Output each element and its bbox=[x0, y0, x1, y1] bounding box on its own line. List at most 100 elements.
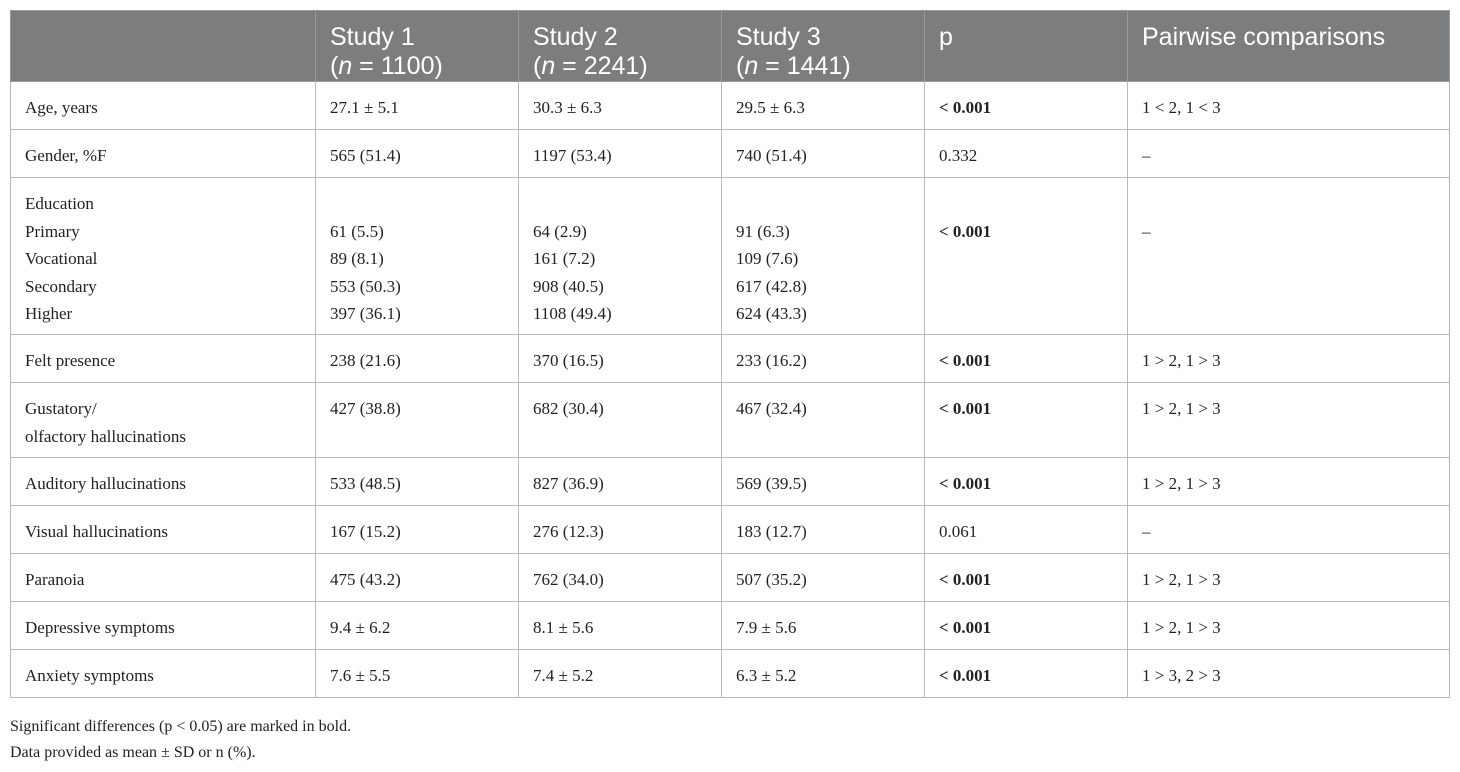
footnote-significance: Significant differences (p < 0.05) are m… bbox=[10, 718, 352, 735]
header-study-3-n-var: n bbox=[744, 52, 759, 80]
header-study-1-n-var: n bbox=[338, 52, 353, 80]
cell-study-2: 64 (2.9) 161 (7.2) 908 (40.5) 1108 (49.4… bbox=[518, 177, 722, 335]
row-label: Gustatory/ olfactory hallucinations bbox=[10, 382, 316, 458]
header-study-1: Study 1 (n = 1100) bbox=[315, 10, 519, 82]
pairwise-value: – bbox=[1142, 221, 1151, 241]
cell-study-2: 30.3 ± 6.3 bbox=[518, 81, 722, 130]
cell-study-2: 276 (12.3) bbox=[518, 505, 722, 554]
cell-p: < 0.001 bbox=[924, 382, 1128, 458]
education-value: 553 (50.3) bbox=[330, 276, 401, 296]
cell-p: < 0.001 bbox=[924, 649, 1128, 698]
cell-study-1: 9.4 ± 6.2 bbox=[315, 601, 519, 650]
cell-study-1: 533 (48.5) bbox=[315, 457, 519, 506]
cell-p: < 0.001 bbox=[924, 553, 1128, 602]
cell-pairwise: 1 > 2, 1 > 3 bbox=[1127, 382, 1450, 458]
row-label-line: Gustatory/ bbox=[25, 399, 97, 418]
cell-p: < 0.001 bbox=[924, 334, 1128, 383]
row-auditory: Auditory hallucinations 533 (48.5) 827 (… bbox=[10, 457, 1450, 506]
header-study-2-n: = 2241) bbox=[555, 52, 648, 80]
education-level-label: Vocational bbox=[25, 249, 98, 268]
row-gender: Gender, %F 565 (51.4) 1197 (53.4) 740 (5… bbox=[10, 129, 1450, 178]
row-label: Felt presence bbox=[10, 334, 316, 383]
education-value: 61 (5.5) bbox=[330, 221, 384, 241]
results-table: Study 1 (n = 1100) Study 2 (n = 2241) Stud… bbox=[10, 10, 1450, 698]
row-education: Education Primary Vocational Secondary H… bbox=[10, 177, 1450, 335]
header-row: Study 1 (n = 1100) Study 2 (n = 2241) Stud… bbox=[10, 10, 1450, 82]
education-heading: Education bbox=[25, 194, 94, 213]
header-study-2-title: Study 2 bbox=[533, 23, 618, 51]
row-label: Depressive symptoms bbox=[10, 601, 316, 650]
header-study-1-title: Study 1 bbox=[330, 23, 415, 51]
header-study-2: Study 2 (n = 2241) bbox=[518, 10, 722, 82]
cell-study-2: 7.4 ± 5.2 bbox=[518, 649, 722, 698]
cell-study-1: 167 (15.2) bbox=[315, 505, 519, 554]
cell-study-1: 61 (5.5) 89 (8.1) 553 (50.3) 397 (36.1) bbox=[315, 177, 519, 335]
row-label: Paranoia bbox=[10, 553, 316, 602]
cell-study-2: 682 (30.4) bbox=[518, 382, 722, 458]
education-level-label: Secondary bbox=[25, 276, 97, 296]
row-depressive: Depressive symptoms 9.4 ± 6.2 8.1 ± 5.6 … bbox=[10, 601, 1450, 650]
cell-study-1: 27.1 ± 5.1 bbox=[315, 81, 519, 130]
cell-pairwise: – bbox=[1127, 177, 1450, 335]
row-label: Education Primary Vocational Secondary H… bbox=[10, 177, 316, 335]
row-label: Auditory hallucinations bbox=[10, 457, 316, 506]
education-value: 1108 (49.4) bbox=[533, 304, 612, 323]
cell-pairwise: 1 > 3, 2 > 3 bbox=[1127, 649, 1450, 698]
cell-study-2: 827 (36.9) bbox=[518, 457, 722, 506]
header-study-3-title: Study 3 bbox=[736, 23, 821, 51]
cell-study-3: 6.3 ± 5.2 bbox=[721, 649, 925, 698]
cell-study-2: 762 (34.0) bbox=[518, 553, 722, 602]
footnote-data-format: Data provided as mean ± SD or n (%). bbox=[10, 744, 256, 761]
education-value: 624 (43.3) bbox=[736, 304, 807, 323]
cell-study-1: 475 (43.2) bbox=[315, 553, 519, 602]
cell-pairwise: 1 > 2, 1 > 3 bbox=[1127, 601, 1450, 650]
row-label: Gender, %F bbox=[10, 129, 316, 178]
p-value-bold: < 0.001 bbox=[939, 570, 992, 589]
cell-pairwise: – bbox=[1127, 505, 1450, 554]
cell-study-3: 507 (35.2) bbox=[721, 553, 925, 602]
row-label-line: olfactory hallucinations bbox=[25, 426, 186, 446]
cell-p: < 0.001 bbox=[924, 177, 1128, 335]
cell-study-3: 91 (6.3) 109 (7.6) 617 (42.8) 624 (43.3) bbox=[721, 177, 925, 335]
cell-study-3: 29.5 ± 6.3 bbox=[721, 81, 925, 130]
education-value: 617 (42.8) bbox=[736, 276, 807, 296]
cell-study-3: 569 (39.5) bbox=[721, 457, 925, 506]
row-gustatory: Gustatory/ olfactory hallucinations 427 … bbox=[10, 382, 1450, 458]
education-level-label: Higher bbox=[25, 304, 73, 323]
p-value-bold: < 0.001 bbox=[939, 351, 992, 370]
p-value-bold: < 0.001 bbox=[939, 666, 992, 685]
row-label: Anxiety symptoms bbox=[10, 649, 316, 698]
table-footnotes: Significant differences (p < 0.05) are m… bbox=[10, 714, 351, 766]
education-value: 109 (7.6) bbox=[736, 249, 799, 268]
cell-study-1: 427 (38.8) bbox=[315, 382, 519, 458]
header-pairwise: Pairwise comparisons bbox=[1127, 10, 1450, 82]
header-study-3-n: = 1441) bbox=[758, 52, 851, 80]
header-study-1-n: = 1100) bbox=[352, 52, 443, 80]
header-study-2-n-var: n bbox=[541, 52, 556, 80]
cell-pairwise: 1 < 2, 1 < 3 bbox=[1127, 81, 1450, 130]
cell-study-2: 370 (16.5) bbox=[518, 334, 722, 383]
cell-p: < 0.001 bbox=[924, 601, 1128, 650]
header-p: p bbox=[924, 10, 1128, 82]
cell-study-3: 233 (16.2) bbox=[721, 334, 925, 383]
education-level-label: Primary bbox=[25, 221, 80, 241]
p-value-bold: < 0.001 bbox=[939, 98, 992, 117]
row-label: Age, years bbox=[10, 81, 316, 130]
cell-study-3: 740 (51.4) bbox=[721, 129, 925, 178]
education-value: 64 (2.9) bbox=[533, 221, 587, 241]
row-paranoia: Paranoia 475 (43.2) 762 (34.0) 507 (35.2… bbox=[10, 553, 1450, 602]
cell-study-2: 8.1 ± 5.6 bbox=[518, 601, 722, 650]
cell-pairwise: 1 > 2, 1 > 3 bbox=[1127, 553, 1450, 602]
p-value-bold: < 0.001 bbox=[939, 399, 992, 418]
cell-pairwise: – bbox=[1127, 129, 1450, 178]
cell-p: 0.332 bbox=[924, 129, 1128, 178]
cell-p: < 0.001 bbox=[924, 457, 1128, 506]
cell-p: < 0.001 bbox=[924, 81, 1128, 130]
cell-pairwise: 1 > 2, 1 > 3 bbox=[1127, 334, 1450, 383]
cell-study-1: 238 (21.6) bbox=[315, 334, 519, 383]
education-value: 908 (40.5) bbox=[533, 276, 604, 296]
row-visual: Visual hallucinations 167 (15.2) 276 (12… bbox=[10, 505, 1450, 554]
cell-study-3: 7.9 ± 5.6 bbox=[721, 601, 925, 650]
cell-study-2: 1197 (53.4) bbox=[518, 129, 722, 178]
education-value: 89 (8.1) bbox=[330, 249, 384, 268]
